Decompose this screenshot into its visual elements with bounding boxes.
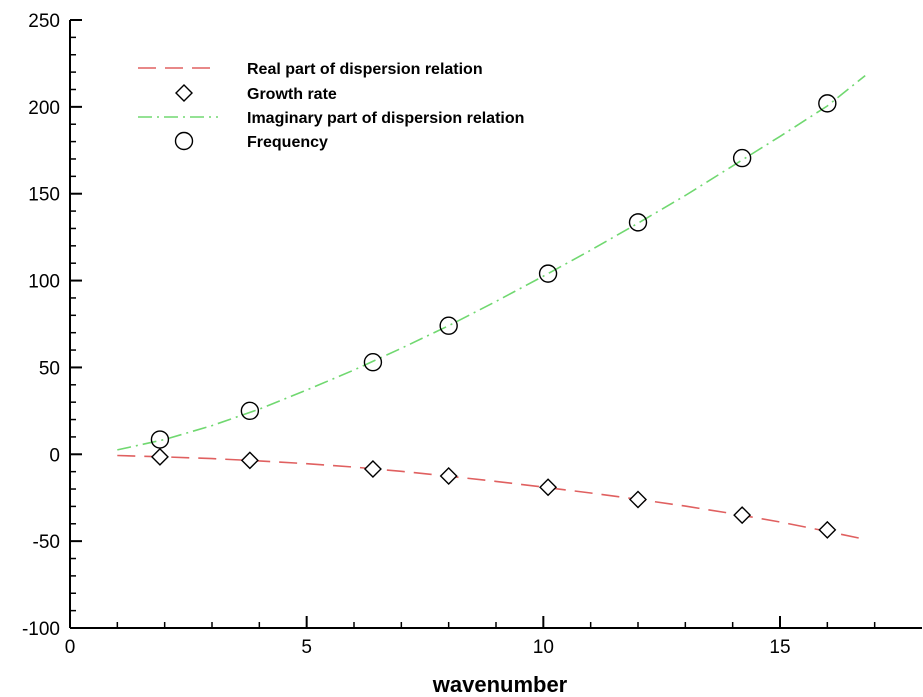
- legend-label: Frequency: [247, 134, 328, 151]
- growth-rate-point: [733, 506, 752, 525]
- y-tick-label: 0: [49, 445, 60, 466]
- x-axis-title: wavenumber: [432, 672, 568, 697]
- frequency-point: [818, 94, 837, 113]
- y-tick-label: -50: [33, 532, 60, 553]
- growth-rate-point: [818, 520, 837, 539]
- legend: Real part of dispersion relation Growth r…: [138, 61, 524, 151]
- legend-label: Imaginary part of dispersion relation: [247, 110, 524, 127]
- y-tick-label: 200: [28, 98, 60, 119]
- growth-rate-point: [439, 467, 458, 485]
- x-tick-label: 5: [301, 637, 312, 658]
- frequency-point: [628, 213, 648, 232]
- y-tick-label: 250: [28, 11, 60, 32]
- y-tick-label: 50: [39, 358, 60, 379]
- frequency-point: [732, 148, 752, 168]
- y-tick-label: -100: [22, 619, 60, 640]
- legend-circle-symbol: [174, 131, 194, 151]
- frequency-point: [363, 353, 383, 372]
- frequency-point: [240, 401, 260, 421]
- plot-lines: [117, 74, 866, 541]
- growth-rate-point: [240, 451, 259, 470]
- y-tick-label: 150: [28, 185, 60, 206]
- growth-rate-point: [363, 460, 382, 479]
- y-tick-label: 100: [28, 272, 60, 293]
- axes: -100 -50 0 50 100 150 200 250 0 5 10 15: [22, 11, 922, 658]
- series-line: [117, 74, 866, 451]
- frequency-point: [538, 264, 558, 283]
- growth-rate-point: [150, 447, 169, 466]
- frequency-point: [439, 316, 458, 335]
- growth-rate-point: [629, 490, 647, 509]
- x-tick-label: 15: [769, 637, 790, 658]
- frequency-point: [150, 430, 170, 449]
- plot-markers: [150, 94, 837, 539]
- growth-rate-point: [539, 478, 558, 497]
- legend-label: Growth rate: [247, 86, 337, 103]
- legend-label: Real part of dispersion relation: [247, 61, 483, 78]
- x-tick-label: 0: [65, 637, 76, 658]
- series-line: [117, 454, 866, 541]
- x-tick-label: 10: [533, 637, 554, 658]
- legend-diamond-symbol: [175, 84, 193, 102]
